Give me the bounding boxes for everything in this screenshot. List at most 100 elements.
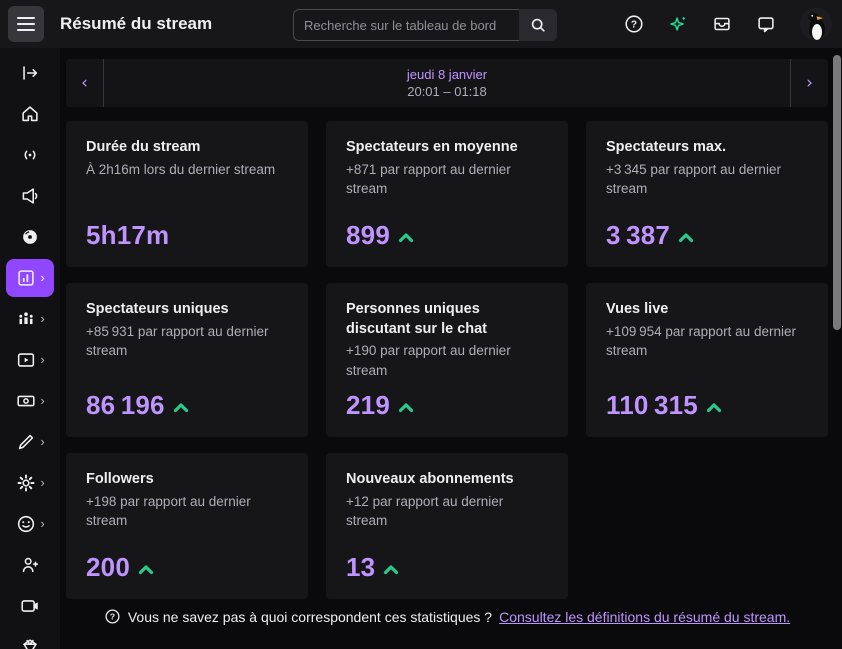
person-add-icon — [19, 554, 41, 576]
avatar-penguin[interactable] — [800, 8, 832, 40]
sidebar-pill[interactable] — [6, 136, 54, 174]
sidebar-pill[interactable]: › — [6, 258, 54, 297]
stat-card: Followers +198 par rapport au dernier st… — [66, 453, 308, 599]
next-stream-button[interactable]: › — [790, 59, 828, 107]
sidebar-pill[interactable] — [6, 546, 54, 584]
sidebar-item-settings[interactable]: › — [0, 462, 60, 503]
sidebar-item-stream-manager[interactable] — [0, 134, 60, 175]
stat-card-title: Spectateurs max. — [606, 139, 727, 155]
trend-up-icon — [398, 231, 414, 243]
help-icon[interactable]: ? — [620, 10, 648, 38]
sidebar-item-customization[interactable]: › — [0, 421, 60, 462]
dashboard-search — [293, 9, 557, 41]
vertical-scrollbar[interactable] — [833, 55, 841, 330]
chevron-right-icon: › — [40, 516, 45, 531]
stat-card: Spectateurs en moyenne +871 par rapport … — [326, 121, 568, 267]
stat-card-subtitle: +3 345 par rapport au dernier stream — [606, 161, 781, 197]
community-icon — [15, 308, 37, 330]
pen-icon — [15, 431, 37, 453]
stream-date-selector: ‹ jeudi 8 janvier 20:01 – 01:18 › — [66, 59, 828, 107]
stream-time-range: 20:01 – 01:18 — [407, 84, 487, 99]
video-content-icon — [15, 349, 37, 371]
trend-up-icon — [398, 401, 414, 413]
whisper-icon[interactable] — [752, 10, 780, 38]
sidebar-pill[interactable]: › — [6, 300, 54, 338]
stat-card-subtitle: +871 par rapport au dernier stream — [346, 161, 511, 197]
sidebar-item-camera[interactable] — [0, 585, 60, 626]
sidebar-item-content[interactable]: › — [0, 339, 60, 380]
sidebar-pill[interactable] — [6, 54, 54, 92]
gear-icon — [15, 472, 37, 494]
sidebar-pill[interactable]: › — [6, 382, 54, 420]
sidebar-pill[interactable] — [6, 177, 54, 215]
sidebar-pill[interactable] — [6, 587, 54, 625]
stat-card-title: Spectateurs uniques — [86, 301, 229, 317]
stat-card: Nouveaux abonnements +12 par rapport au … — [326, 453, 568, 599]
stat-card-subtitle: +190 par rapport au dernier stream — [346, 343, 511, 378]
sidebar-pill[interactable]: › — [6, 341, 54, 379]
sidebar-pill[interactable]: › — [6, 464, 54, 502]
chevron-right-icon: › — [40, 393, 45, 408]
gem-icon — [19, 636, 41, 649]
previous-stream-button[interactable]: ‹ — [66, 59, 104, 107]
stat-card-value-row: 5h17m — [86, 220, 288, 251]
trend-up-icon — [173, 401, 189, 413]
sidebar-item-community[interactable]: › — [0, 298, 60, 339]
stat-card-value: 13 — [346, 552, 376, 582]
top-bar: Résumé du stream ? — [0, 0, 842, 48]
svg-text:?: ? — [110, 612, 115, 622]
page-title: Résumé du stream — [60, 14, 213, 33]
stat-card-value: 110 315 — [606, 390, 698, 420]
sidebar-item-invite-member[interactable] — [0, 544, 60, 585]
stat-card-value: 899 — [346, 220, 390, 250]
stats-help-text: Vous ne savez pas à quoi correspondent c… — [127, 608, 493, 625]
stat-card-value-row: 219 — [346, 390, 548, 421]
trend-up-icon — [383, 563, 399, 575]
stat-card-title: Spectateurs en moyenne — [346, 139, 518, 155]
stat-card-value-row: 110 315 — [606, 390, 808, 421]
sidebar-pill[interactable]: › — [6, 423, 54, 461]
stat-card-value-row: 86 196 — [86, 390, 288, 421]
sidebar-item-collapse-sidebar[interactable] — [0, 52, 60, 93]
stat-card: Spectateurs uniques +85 931 par rapport … — [66, 283, 308, 437]
chevron-right-icon: › — [40, 352, 45, 367]
home-icon — [19, 103, 41, 125]
stat-card-value: 219 — [346, 390, 390, 420]
chevron-right-icon: › — [40, 311, 45, 326]
smiley-icon — [15, 513, 37, 535]
sidebar-item-analytics[interactable]: › — [0, 257, 60, 298]
chevron-right-icon: › — [40, 434, 45, 449]
stat-card-subtitle: +85 931 par rapport au dernier stream — [86, 323, 269, 359]
hamburger-menu-button[interactable] — [8, 6, 44, 42]
sidebar-pill[interactable]: › — [6, 505, 54, 543]
sparkle-icon[interactable] — [664, 10, 692, 38]
sidebar-item-viewer-rewards[interactable]: › — [0, 503, 60, 544]
sidebar-item-gem[interactable] — [0, 626, 60, 649]
sidebar-item-home[interactable] — [0, 93, 60, 134]
broadcast-icon — [19, 144, 41, 166]
stats-definitions-link[interactable]: Consultez les définitions du résumé du s… — [499, 608, 791, 625]
left-sidebar: › › › › › › › — [0, 48, 60, 649]
stat-card-value-row: 899 — [346, 220, 548, 251]
sidebar-pill[interactable] — [6, 95, 54, 133]
stream-date: jeudi 8 janvier — [406, 67, 488, 82]
sidebar-item-monetization[interactable]: › — [0, 380, 60, 421]
sidebar-item-announcements[interactable] — [0, 175, 60, 216]
stat-card-value: 5h17m — [86, 220, 170, 250]
expand-icon — [19, 62, 41, 84]
trend-up-icon — [706, 401, 722, 413]
app-shell: › › › › › › › ‹ jeudi 8 janvier 20:01 – 01:18 … — [0, 48, 842, 649]
sidebar-pill[interactable] — [6, 218, 54, 256]
search-button[interactable] — [519, 9, 557, 41]
stat-card-subtitle: +12 par rapport au dernier stream — [346, 493, 504, 529]
stat-card-subtitle: +198 par rapport au dernier stream — [86, 493, 251, 529]
stat-card-value-row: 13 — [346, 552, 548, 583]
sidebar-item-music[interactable] — [0, 216, 60, 257]
inbox-icon[interactable] — [708, 10, 736, 38]
stat-card-value: 3 387 — [606, 220, 671, 250]
stat-card-title: Durée du stream — [86, 139, 201, 155]
sidebar-pill[interactable] — [6, 628, 54, 649]
megaphone-icon — [19, 185, 41, 207]
search-input[interactable] — [293, 9, 519, 41]
